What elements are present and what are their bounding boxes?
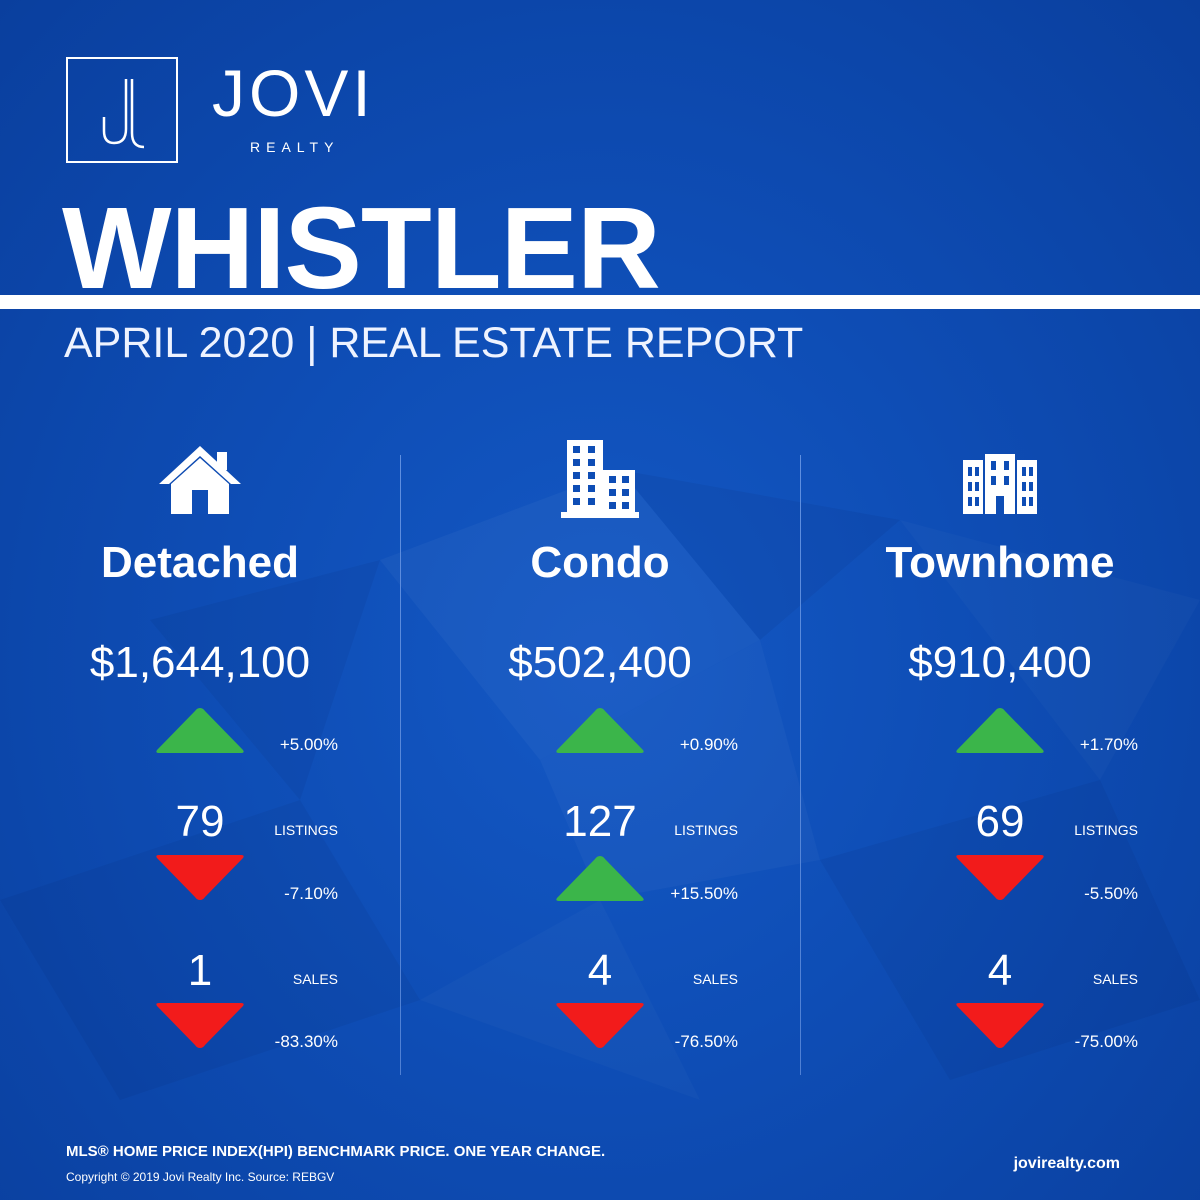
- price-change-up-arrow-icon: [156, 708, 244, 753]
- listings-change-value: -7.10%: [284, 884, 338, 903]
- listings-label: LISTINGS: [674, 822, 738, 838]
- benchmark-price: $1,644,100: [89, 638, 311, 687]
- sales-label: SALES: [1092, 971, 1138, 987]
- sales-change-value: -75.00%: [1074, 1032, 1138, 1051]
- condo-building-icon: [561, 440, 639, 518]
- listings-change-value: -5.50%: [1084, 884, 1138, 903]
- listings-label: LISTINGS: [274, 822, 338, 838]
- sales-change-down-arrow-icon: [156, 1003, 244, 1048]
- listings-count: 127: [563, 797, 637, 846]
- column-condo: Condo $502,400 +0.90% 127 LISTINGS +15.5…: [400, 440, 800, 1080]
- j-monogram-icon: [102, 79, 145, 149]
- column-title: Townhome: [885, 538, 1115, 587]
- report-subtitle: APRIL 2020 | REAL ESTATE REPORT: [64, 319, 804, 367]
- listings-label: LISTINGS: [1074, 822, 1138, 838]
- listings-change-down-arrow-icon: [156, 855, 244, 900]
- price-change-up-arrow-icon: [556, 708, 644, 753]
- price-change-value: +5.00%: [279, 735, 338, 754]
- sales-change-down-arrow-icon: [956, 1003, 1044, 1048]
- column-title: Condo: [530, 538, 670, 587]
- column-title: Detached: [100, 538, 300, 587]
- website-link[interactable]: jovirealty.com: [1013, 1155, 1120, 1172]
- sales-change-value: -76.50%: [674, 1032, 738, 1051]
- column-divider: [400, 455, 401, 1075]
- column-townhome: Townhome $910,400 +1.70% 69 LISTINGS -5.…: [800, 440, 1200, 1080]
- sales-change-down-arrow-icon: [556, 1003, 644, 1048]
- icon-wrap: [800, 440, 1200, 540]
- listings-count: 79: [175, 797, 225, 846]
- jovi-logo: [66, 57, 178, 163]
- header-rule: [0, 295, 1200, 309]
- benchmark-price: $910,400: [908, 638, 1092, 687]
- column-detached: Detached $1,644,100 +5.00% 79 LISTINGS -…: [0, 440, 400, 1080]
- icon-wrap: [400, 440, 800, 540]
- listings-change-value: +15.50%: [670, 884, 738, 903]
- price-change-value: +1.70%: [1079, 735, 1138, 754]
- townhome-building-icon: [963, 454, 1037, 514]
- sales-count: 4: [987, 946, 1013, 995]
- sales-count: 4: [587, 946, 613, 995]
- price-change-value: +0.90%: [679, 735, 738, 754]
- footer-copyright: Copyright © 2019 Jovi Realty Inc. Source…: [66, 1170, 335, 1184]
- column-divider: [800, 455, 801, 1075]
- price-change-up-arrow-icon: [956, 708, 1044, 753]
- listings-count: 69: [975, 797, 1025, 846]
- brand-name: JOVI: [212, 56, 375, 130]
- brand-subtitle: REALTY: [250, 139, 340, 155]
- sales-label: SALES: [292, 971, 338, 987]
- sales-count: 1: [187, 946, 213, 995]
- benchmark-price: $502,400: [508, 638, 692, 687]
- sales-change-value: -83.30%: [274, 1032, 338, 1051]
- city-title: WHISTLER: [62, 183, 661, 313]
- house-icon: [159, 446, 241, 514]
- listings-change-up-arrow-icon: [556, 856, 644, 901]
- footer-note: MLS® HOME PRICE INDEX(HPI) BENCHMARK PRI…: [66, 1143, 606, 1160]
- listings-change-down-arrow-icon: [956, 855, 1044, 900]
- icon-wrap: [0, 440, 400, 540]
- sales-label: SALES: [692, 971, 738, 987]
